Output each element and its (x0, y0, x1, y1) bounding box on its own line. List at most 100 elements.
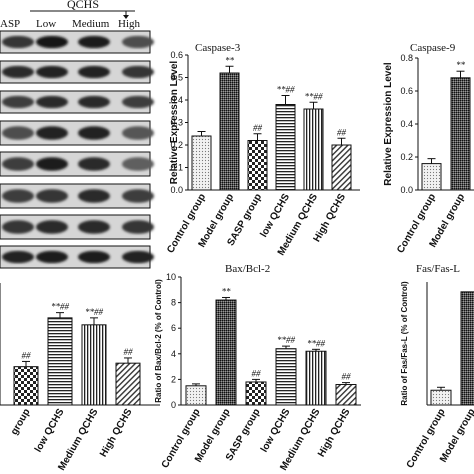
blot-band (2, 157, 34, 171)
bar (460, 291, 474, 406)
y-axis-label: Relative Expression Level (169, 61, 180, 185)
significance-label: **## (85, 307, 104, 317)
blot-band (36, 126, 68, 140)
category-label: low QCHS (33, 407, 67, 455)
y-tick-label: 0.4 (400, 119, 413, 129)
y-tick-label: 0.2 (170, 140, 183, 150)
blot-band (122, 35, 154, 49)
bar (305, 350, 327, 406)
bar (81, 324, 107, 406)
chart-title: Bax/Bcl-2 (225, 263, 270, 275)
bar (247, 140, 268, 191)
blot-lane-label: Low (36, 18, 56, 30)
blot-band (122, 126, 154, 140)
blot-band (2, 65, 34, 79)
bar (47, 317, 73, 406)
category-label: group (9, 407, 33, 437)
caspase3-chart: 0.0 0.1 0.2 0.3 0.4 0.5 0.6 Caspase-3 Relative E… (165, 42, 360, 258)
blot-band (2, 126, 34, 140)
bar (335, 384, 357, 406)
significance-label: ** (456, 60, 466, 70)
category-label: High QCHS (98, 407, 135, 459)
blot-band (2, 95, 34, 109)
significance-label: **## (307, 338, 326, 348)
significance-label: **## (277, 335, 296, 345)
blot-band (2, 189, 34, 203)
significance-label: ## (124, 347, 134, 357)
significance-label: ## (342, 372, 352, 382)
blot-band (78, 220, 110, 234)
blot-band (36, 157, 68, 171)
blot-strip (0, 60, 154, 84)
significance-label: ** (225, 55, 235, 65)
blot-band (36, 95, 68, 109)
blot-strip (0, 245, 154, 269)
blot-band (122, 65, 154, 79)
bar (303, 108, 324, 191)
y-tick-label: 6 (171, 323, 176, 333)
bar (275, 104, 296, 191)
bottom-left-partial-chart: ##group**##low QCHS**##Medium QCHS##High… (0, 283, 160, 473)
blot-band (36, 65, 68, 79)
blot-lane-label: ASP (0, 18, 20, 30)
y-axis-label: Ratio of Bax/Bcl-2 (% of Control) (154, 279, 163, 403)
bar (115, 362, 141, 406)
blot-band (2, 220, 34, 234)
y-tick-label: 0.8 (400, 53, 413, 63)
blot-band (78, 65, 110, 79)
blot-band (78, 250, 110, 264)
chart-title: Caspase-3 (195, 42, 241, 54)
significance-label: ## (252, 368, 262, 378)
y-tick-label: 2 (171, 374, 176, 384)
bax-bcl2-chart: 0 2 4 6 8 10 Bax/Bcl-2 Ratio of Bax/Bcl-2 (% of… (154, 263, 361, 473)
blot-band (78, 35, 110, 49)
y-tick-label: 0.1 (170, 163, 183, 173)
blot-strip (0, 151, 154, 177)
western-blot-image: QCHS ASP Low Medium High (0, 0, 154, 269)
blot-strip (0, 120, 154, 146)
significance-label: ## (253, 123, 263, 133)
y-tick-label: 0.6 (170, 50, 183, 60)
bar (215, 299, 237, 406)
blot-band (78, 126, 110, 140)
category-label: low QCHS (259, 407, 293, 455)
blot-lane-label: High (118, 18, 141, 30)
bar (421, 163, 442, 191)
blot-strip (0, 30, 154, 54)
blot-band (2, 35, 34, 49)
y-tick-label: 10 (166, 272, 176, 282)
significance-label: ## (22, 350, 32, 360)
blot-band (78, 189, 110, 203)
y-tick-label: 4 (171, 349, 176, 359)
y-tick-label: 0.5 (170, 73, 183, 83)
y-tick-label: 0.2 (400, 152, 413, 162)
blot-band (36, 250, 68, 264)
blot-strip (0, 214, 154, 240)
blot-band (122, 95, 154, 109)
bar (430, 389, 452, 406)
significance-label: ** (222, 286, 232, 296)
bar (275, 348, 297, 406)
blot-band (122, 157, 154, 171)
y-axis-label: Relative Expression Level (383, 62, 394, 186)
y-tick-label: 8 (171, 298, 176, 308)
y-tick-label: 0.0 (400, 185, 413, 195)
significance-label: **## (277, 85, 296, 95)
chart-title: Caspase-9 (410, 42, 456, 54)
blot-band (2, 250, 34, 264)
blot-strip (0, 183, 154, 209)
blot-band (122, 250, 154, 264)
bar (185, 385, 207, 406)
blot-band (122, 189, 154, 203)
bar (331, 144, 352, 191)
blot-band (78, 157, 110, 171)
chart-title: Fas/Fas-L (416, 263, 460, 275)
fas-fasl-chart: Fas/Fas-L Ratio of Fas/Fas-L (% of Contro… (400, 263, 474, 470)
bar (245, 381, 267, 406)
blot-band (78, 95, 110, 109)
bar (450, 77, 471, 191)
significance-label: **## (305, 91, 324, 101)
y-tick-label: 0.6 (400, 86, 413, 96)
